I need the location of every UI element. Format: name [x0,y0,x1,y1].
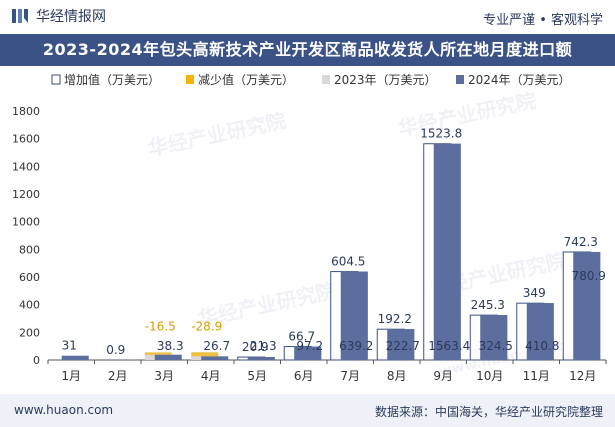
footer-bar: www.huaon.com 数据来源：中国海关，华经产业研究院整理 [0,394,615,427]
website-link[interactable]: www.huaon.com [14,403,114,417]
bar-2024 [433,143,461,360]
bar-2024 [294,346,322,360]
y-tick-label: 1000 [12,216,40,229]
data-label: 26.7 [203,339,230,353]
data-label: 245.3 [471,298,505,312]
x-tick-label: 8月 [387,369,407,383]
data-label: -16.5 [145,319,176,333]
legend-swatch-increase [51,74,61,85]
legend-label-decrease: 减少值（万美元） [198,72,294,87]
x-tick-label: 10月 [476,369,503,383]
data-label: 192.2 [378,312,412,326]
y-tick-label: 1800 [12,105,40,118]
chart-title: 2023-2024年包头高新技术产业开发区商品收发货人所在地月度进口额 [0,34,615,66]
data-label: -28.9 [191,319,222,333]
watermark-text: 华经产业研究院 [396,88,538,141]
data-label: 31 [62,339,77,353]
brand-name: 华经情报网 [36,9,106,25]
x-tick-label: 11月 [523,369,550,383]
bar-2024 [526,303,554,360]
data-label: 349 [523,286,546,300]
legend-label-increase: 增加值（万美元） [64,72,160,87]
data-label: 604.5 [331,255,365,269]
y-tick-label: 600 [19,271,40,284]
data-label: 20.9 [242,340,269,354]
data-label: 222.7 [386,339,420,353]
data-label: 21.3 [250,339,277,353]
bar-2024 [61,355,89,360]
y-tick-label: 0 [33,354,40,367]
legend-label-y2024: 2024年（万美元） [468,73,571,87]
data-label: 97.2 [296,339,323,353]
x-tick-label: 1月 [61,369,81,383]
data-label: 324.5 [479,339,513,353]
x-tick-label: 5月 [247,369,267,383]
chart-area: 华经产业研究院华经产业研究院华经产业研究院华经产业研究院www.huaon.co… [0,66,615,389]
tagline: 专业严谨 • 客观科学 [483,13,603,28]
legend-swatch-y2024 [456,75,464,84]
y-tick-label: 200 [19,326,40,339]
bar-2024 [154,354,182,360]
y-tick-label: 800 [19,243,40,256]
bar-2024 [247,357,275,360]
bar-2024 [480,315,508,360]
y-tick-label: 1600 [12,133,40,146]
data-label: 1563.4 [428,339,470,353]
watermark-text: 华经产业研究院 [146,108,288,161]
x-tick-label: 2月 [108,369,128,383]
data-label: 38.3 [157,339,184,353]
data-label: 1523.8 [420,127,462,141]
bar-2024 [201,356,229,360]
brand-logo-icon [12,9,28,23]
x-tick-label: 3月 [154,369,174,383]
y-tick-label: 1200 [12,188,40,201]
bar-decrease [191,352,219,357]
data-label: 742.3 [564,235,598,249]
top-bar: 华经情报网 专业严谨 • 客观科学 [0,0,615,34]
bar-2024 [340,271,368,360]
bar-decrease [144,352,172,355]
y-tick-label: 400 [19,299,40,312]
legend-swatch-decrease [186,75,194,84]
data-label: 639.2 [339,339,373,353]
data-label: 780.9 [572,269,606,283]
data-label: 0.9 [106,343,125,357]
data-source: 数据来源：中国海关，华经产业研究院整理 [374,405,603,419]
bar-chart: 华经产业研究院华经产业研究院华经产业研究院华经产业研究院www.huaon.co… [12,72,607,383]
legend-label-y2023: 2023年（万美元） [334,73,437,87]
legend-swatch-y2023 [322,75,330,84]
y-tick-label: 1400 [12,160,40,173]
x-tick-label: 9月 [433,369,453,383]
bar-2024 [387,329,415,360]
brand[interactable]: 华经情报网 [10,6,106,26]
x-tick-label: 12月 [569,369,596,383]
bar-2024 [573,251,601,360]
x-tick-label: 4月 [201,369,221,383]
data-label: 66.7 [288,330,315,344]
x-tick-label: 7月 [340,369,360,383]
data-label: 410.8 [525,339,559,353]
x-tick-label: 6月 [294,369,314,383]
